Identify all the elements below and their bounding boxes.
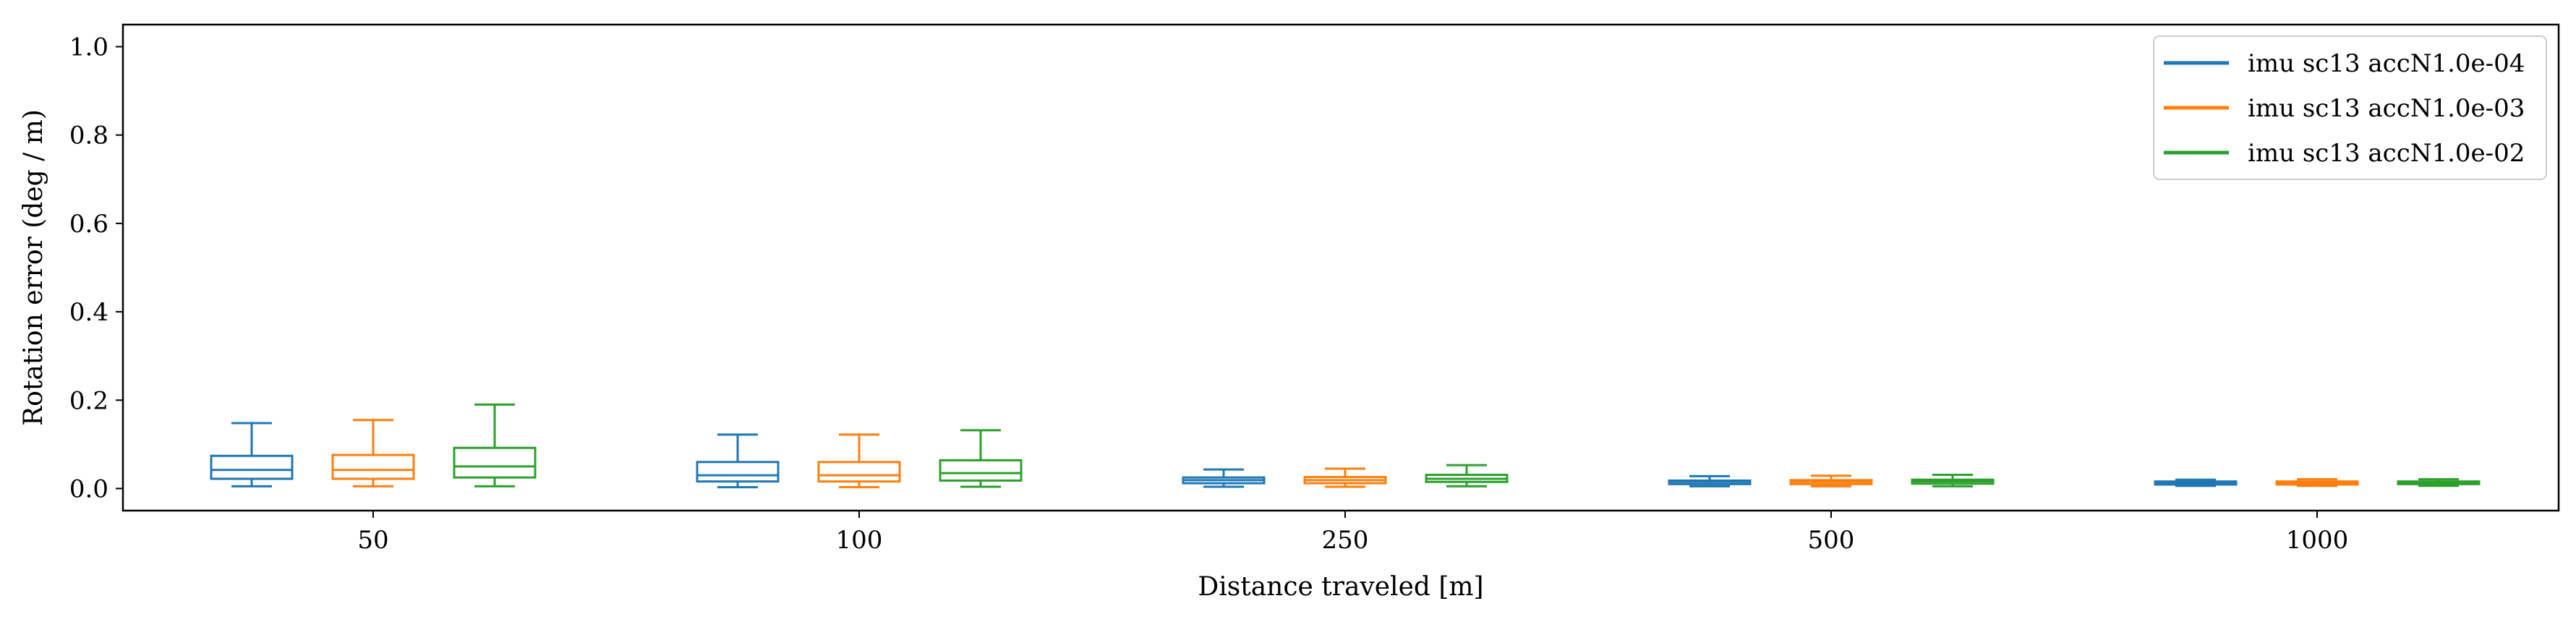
box-imu-sc13-accn1-0e-03-50 — [331, 419, 415, 487]
box-imu-sc13-accn1-0e-04-1000 — [2154, 478, 2238, 487]
box-imu-sc13-accn1-0e-04-50 — [210, 422, 294, 487]
y-tick-label: 0.4 — [69, 298, 108, 327]
box-imu-sc13-accn1-0e-02-1000 — [2397, 478, 2481, 487]
y-tick-label: 0.2 — [69, 386, 108, 415]
plot-marks — [210, 403, 2481, 489]
box-imu-sc13-accn1-0e-03-100 — [817, 433, 901, 489]
box-imu-sc13-accn1-0e-04-100 — [696, 433, 780, 489]
y-axis-label: Rotation error (deg / m) — [19, 109, 48, 426]
box-imu-sc13-accn1-0e-03-500 — [1789, 474, 1873, 487]
iqr-box — [453, 446, 537, 479]
x-tick-label: 500 — [1808, 526, 1855, 555]
y-tick-label: 0.0 — [69, 474, 108, 503]
box-imu-sc13-accn1-0e-02-250 — [1425, 464, 1509, 487]
legend-label: imu sc13 accN1.0e-03 — [2248, 94, 2525, 123]
iqr-box — [939, 459, 1023, 482]
x-tick-label: 50 — [357, 526, 388, 555]
box-imu-sc13-accn1-0e-04-500 — [1668, 474, 1752, 487]
x-tick-label: 1000 — [2286, 526, 2349, 555]
y-axis-ticks: 0.0 0.2 0.4 0.6 0.8 1.0 — [69, 33, 123, 503]
legend: imu sc13 accN1.0e-04 imu sc13 accN1.0e-03… — [2153, 35, 2547, 180]
y-tick-label: 0.8 — [69, 122, 108, 150]
iqr-box — [331, 453, 415, 480]
x-tick-label: 250 — [1322, 526, 1369, 555]
legend-label: imu sc13 accN1.0e-04 — [2248, 49, 2525, 78]
y-tick-label: 1.0 — [69, 33, 108, 62]
y-tick-label: 0.6 — [69, 210, 108, 239]
x-axis-ticks: 50 100 250 500 1000 — [357, 511, 2348, 555]
box-imu-sc13-accn1-0e-03-250 — [1303, 467, 1387, 488]
box-imu-sc13-accn1-0e-02-500 — [1911, 474, 1995, 487]
box-imu-sc13-accn1-0e-04-250 — [1182, 468, 1266, 488]
iqr-box — [210, 454, 294, 480]
iqr-box — [817, 461, 901, 483]
iqr-box — [696, 461, 780, 483]
legend-frame — [2153, 35, 2547, 180]
box-imu-sc13-accn1-0e-03-1000 — [2275, 478, 2359, 487]
x-tick-label: 100 — [836, 526, 883, 555]
box-imu-sc13-accn1-0e-02-100 — [939, 429, 1023, 488]
legend-label: imu sc13 accN1.0e-02 — [2248, 139, 2525, 168]
x-axis-label: Distance traveled [m] — [1198, 572, 1483, 602]
box-imu-sc13-accn1-0e-02-50 — [453, 403, 537, 487]
plot-frame — [121, 23, 2560, 512]
